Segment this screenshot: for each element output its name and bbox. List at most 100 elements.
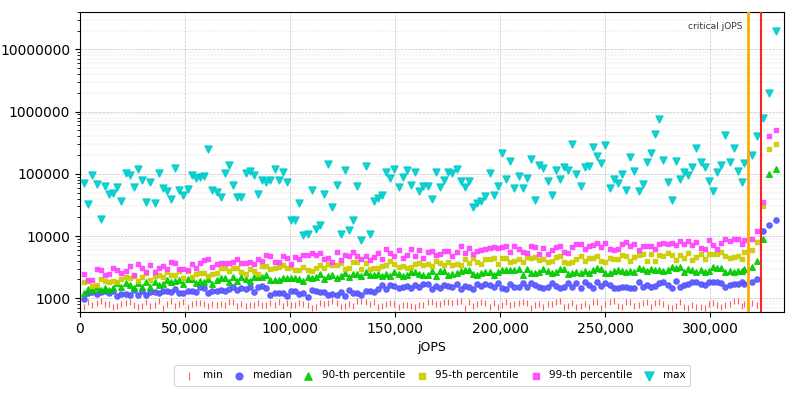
min (636, 300, 649, 306)
max (222, 162, 235, 168)
99-th percentile (582, 243, 595, 250)
median (165, 289, 178, 295)
max (293, 200, 306, 207)
90-th percentile (479, 269, 492, 276)
max (616, 171, 629, 178)
90-th percentile (243, 278, 256, 284)
median (396, 284, 409, 290)
99-th percentile (338, 252, 351, 258)
90-th percentile (338, 270, 351, 276)
min (334, 304, 347, 311)
90-th percentile (355, 273, 368, 280)
max (127, 183, 140, 190)
median (735, 279, 748, 285)
min (426, 299, 438, 306)
90-th percentile (281, 275, 294, 282)
median (430, 282, 442, 289)
95-th percentile (706, 251, 719, 257)
90-th percentile (446, 271, 458, 278)
max (607, 176, 620, 182)
max (620, 187, 633, 193)
99-th percentile (318, 256, 330, 262)
95-th percentile (537, 256, 550, 262)
min (127, 302, 140, 308)
95-th percentile (533, 257, 546, 263)
90-th percentile (251, 274, 264, 280)
max (202, 146, 214, 152)
median (90, 291, 103, 298)
median (521, 284, 534, 290)
99-th percentile (607, 246, 620, 253)
99-th percentile (670, 242, 682, 248)
95-th percentile (731, 253, 744, 259)
95-th percentile (297, 264, 310, 270)
90-th percentile (731, 268, 744, 275)
90-th percentile (632, 265, 645, 271)
min (624, 298, 637, 305)
95-th percentile (590, 252, 603, 259)
Point (738, 160, 750, 166)
90-th percentile (214, 275, 227, 281)
median (351, 290, 364, 296)
90-th percentile (388, 269, 401, 275)
Point (738, 249, 750, 255)
max (285, 217, 298, 223)
max (666, 197, 678, 204)
max (632, 188, 645, 194)
90-th percentile (607, 268, 620, 274)
90-th percentile (297, 277, 310, 284)
min (111, 303, 124, 309)
90-th percentile (661, 266, 674, 273)
95-th percentile (256, 262, 269, 269)
Point (757, 199, 770, 205)
99-th percentile (710, 246, 723, 252)
max (670, 158, 682, 165)
Text: critical jOPS: critical jOPS (687, 22, 742, 31)
95-th percentile (218, 265, 231, 272)
median (690, 279, 703, 286)
95-th percentile (483, 256, 496, 262)
99-th percentile (194, 260, 206, 266)
max (624, 154, 637, 160)
90-th percentile (537, 266, 550, 272)
max (417, 182, 430, 189)
90-th percentile (666, 264, 678, 270)
90-th percentile (653, 266, 666, 273)
median (131, 292, 144, 298)
median (649, 283, 662, 290)
99-th percentile (306, 250, 318, 256)
90-th percentile (628, 269, 641, 276)
median (202, 289, 214, 296)
95-th percentile (86, 283, 99, 289)
median (334, 289, 347, 296)
median (231, 287, 244, 293)
99-th percentile (566, 244, 578, 250)
95-th percentile (260, 262, 273, 269)
95-th percentile (586, 255, 599, 261)
95-th percentile (165, 272, 178, 278)
95-th percentile (702, 251, 715, 258)
median (533, 284, 546, 290)
min (152, 298, 165, 305)
99-th percentile (355, 256, 368, 262)
median (698, 282, 711, 288)
median (297, 290, 310, 296)
max (558, 164, 570, 170)
max (533, 162, 546, 168)
median (723, 282, 736, 288)
90-th percentile (462, 267, 475, 273)
90-th percentile (190, 280, 202, 287)
95-th percentile (131, 278, 144, 284)
min (326, 298, 339, 304)
90-th percentile (226, 274, 239, 281)
median (222, 286, 235, 293)
min (628, 303, 641, 310)
max (235, 194, 248, 200)
median (715, 280, 728, 286)
95-th percentile (421, 261, 434, 267)
90-th percentile (202, 276, 214, 282)
90-th percentile (645, 266, 658, 272)
median (152, 290, 165, 296)
95-th percentile (450, 260, 463, 267)
min (106, 304, 119, 310)
